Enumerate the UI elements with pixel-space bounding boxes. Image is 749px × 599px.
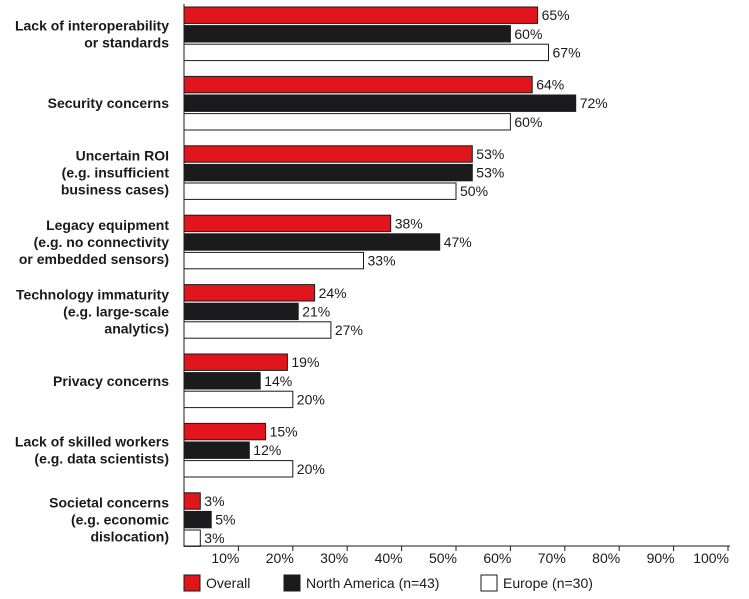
bar-value-label: 20% [297, 391, 325, 407]
bar-value-label: 5% [215, 512, 235, 528]
bar-value-label: 72% [580, 95, 608, 111]
bar-north-america [183, 302, 299, 321]
bar-europe [183, 321, 332, 339]
bar-value-label: 47% [444, 234, 472, 250]
x-axis: 10% 20% 30% 40% 50% 60% 70% 80% 90% 100% [183, 4, 730, 566]
legend-label: Europe (n=30) [503, 575, 593, 591]
x-tick-label: 40% [375, 550, 403, 566]
bar-value-label: 50% [460, 183, 488, 199]
bar-value-label: 24% [319, 285, 347, 301]
bar-europe [183, 460, 294, 478]
bar-north-america [183, 25, 511, 43]
bar-overall [183, 353, 288, 371]
bar-value-label: 33% [368, 253, 396, 269]
bar-value-label: 21% [302, 303, 330, 319]
bar-value-label: 53% [476, 146, 504, 162]
legend-label: North America (n=43) [306, 575, 439, 591]
bar-value-label: 38% [395, 215, 423, 231]
bar-north-america [183, 510, 212, 529]
bars-layer: 65%60%67%64%72%60%53%53%50%38%47%33%24%2… [183, 6, 608, 547]
bar-value-label: 12% [253, 442, 281, 458]
legend-swatch [480, 574, 498, 592]
bar-value-label: 67% [553, 44, 581, 60]
category-label: Security concerns [48, 95, 170, 111]
bar-value-label: 60% [514, 26, 542, 42]
bar-north-america [183, 163, 473, 182]
x-tick-label: 70% [538, 550, 566, 566]
bar-overall [183, 6, 539, 24]
bar-north-america [183, 441, 250, 459]
legend-swatch [183, 574, 201, 592]
bar-value-label: 53% [476, 165, 504, 181]
x-tick-label: 20% [266, 550, 294, 566]
bar-overall [183, 145, 473, 163]
category-label: Lack of skilled workers (e.g. data scient… [15, 434, 169, 467]
bar-value-label: 20% [297, 461, 325, 477]
bar-value-label: 3% [204, 530, 224, 546]
bar-europe [183, 251, 364, 270]
x-tick-label: 100% [693, 550, 729, 566]
bar-north-america [183, 233, 441, 251]
bar-value-label: 60% [514, 114, 542, 130]
x-tick-label: 60% [483, 550, 511, 566]
x-tick-label: 10% [211, 550, 239, 566]
category-label: Societal concerns (e.g. economic dislocati… [49, 495, 169, 545]
legend-label: Overall [206, 575, 250, 591]
x-tick-label: 50% [429, 550, 457, 566]
bar-value-label: 15% [270, 424, 298, 440]
category-labels: Lack of interoperability or standards Secu… [15, 17, 169, 544]
x-tick-label: 80% [592, 550, 620, 566]
bar-europe [183, 43, 549, 62]
bar-value-label: 14% [264, 373, 292, 389]
bar-overall [183, 284, 316, 302]
x-tick-label: 30% [320, 550, 348, 566]
category-label: Legacy equipment (e.g. no connectivity or … [19, 217, 169, 267]
category-label: Technology immaturity (e.g. large-scale an… [16, 286, 169, 336]
bar-value-label: 65% [542, 7, 570, 23]
bar-overall [183, 214, 392, 233]
x-tick-label: 90% [647, 550, 675, 566]
bar-value-label: 3% [204, 493, 224, 509]
bar-europe [183, 182, 457, 200]
bar-north-america [183, 372, 261, 390]
bar-value-label: 19% [291, 354, 319, 370]
bar-europe [183, 113, 511, 131]
bar-overall [183, 492, 201, 510]
category-label: Privacy concerns [53, 373, 169, 389]
bar-europe [183, 529, 201, 547]
bar-europe [183, 390, 294, 409]
legend: Overall North America (n=43) Europe (n=30) [183, 574, 593, 592]
category-label: Uncertain ROI (e.g. insufficient business … [61, 148, 170, 198]
legend-swatch [283, 574, 301, 592]
bar-north-america [183, 94, 577, 112]
bar-overall [183, 422, 267, 441]
bar-value-label: 27% [335, 322, 363, 338]
category-label: Lack of interoperability or standards [15, 17, 169, 50]
bar-value-label: 64% [536, 77, 564, 93]
bar-overall [183, 75, 533, 94]
